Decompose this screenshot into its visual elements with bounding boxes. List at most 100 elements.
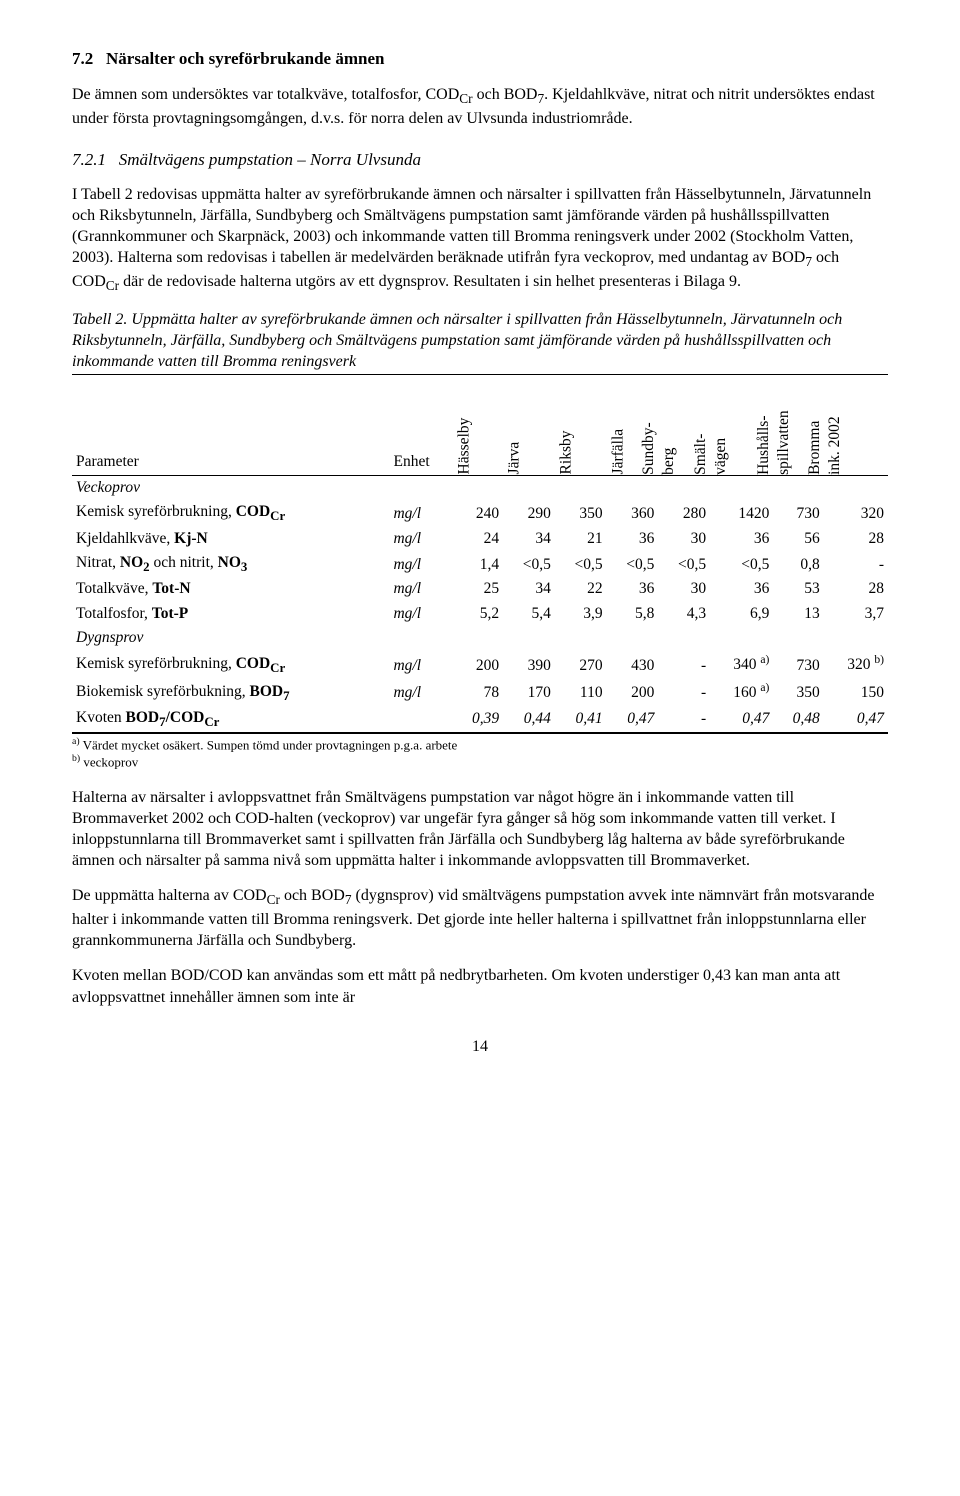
col-parameter: Parameter: [72, 374, 389, 475]
section-title: Närsalter och syreförbrukande ämnen: [106, 49, 384, 68]
col-unit: Enhet: [389, 374, 452, 475]
table-group-label: Dygnsprov: [72, 626, 888, 650]
table-cell-value: 30: [658, 577, 710, 601]
table-cell-value: 0,44: [503, 706, 555, 733]
table-cell-value: 36: [710, 577, 773, 601]
table-cell-value: 240: [453, 500, 503, 526]
table-cell-value: 0,39: [453, 706, 503, 733]
table-cell-value: 0,48: [773, 706, 823, 733]
table-cell-value: 1420: [710, 500, 773, 526]
table-cell-value: 170: [503, 678, 555, 706]
table-cell-value: 13: [773, 602, 823, 626]
table-cell-unit: mg/l: [389, 602, 452, 626]
table-cell-unit: mg/l: [389, 678, 452, 706]
table-cell-value: 280: [658, 500, 710, 526]
table-cell-value: 53: [773, 577, 823, 601]
table-cell-value: 350: [773, 678, 823, 706]
table-cell-value: 0,47: [824, 706, 888, 733]
table-cell-value: 0,8: [773, 551, 823, 577]
table-cell-value: <0,5: [710, 551, 773, 577]
table-cell-parameter: Totalfosfor, Tot-P: [72, 602, 389, 626]
table-cell-value: 78: [453, 678, 503, 706]
table-cell-parameter: Kemisk syreförbrukning, CODCr: [72, 500, 389, 526]
table-cell-value: 150: [824, 678, 888, 706]
table-cell-value: 270: [555, 650, 607, 678]
table-cell-value: 5,2: [453, 602, 503, 626]
page: 7.2 Närsalter och syreförbrukande ämnen …: [0, 0, 960, 1097]
table-cell-value: <0,5: [555, 551, 607, 577]
table-cell-value: 21: [555, 527, 607, 551]
table-cell-parameter: Nitrat, NO2 och nitrit, NO3: [72, 551, 389, 577]
table-cell-value: 36: [710, 527, 773, 551]
table-cell-unit: mg/l: [389, 527, 452, 551]
table-header-row: Parameter Enhet Hässelby Järva Riksby Jä…: [72, 374, 888, 475]
table-cell-value: <0,5: [607, 551, 659, 577]
table-cell-value: 290: [503, 500, 555, 526]
table-cell-parameter: Kemisk syreförbrukning, CODCr: [72, 650, 389, 678]
section-number: 7.2: [72, 49, 93, 68]
table-cell-value: 360: [607, 500, 659, 526]
table-group-label: Veckoprov: [72, 475, 888, 500]
table-cell-value: 0,47: [607, 706, 659, 733]
table-cell-parameter: Biokemisk syreförbukning, BOD7: [72, 678, 389, 706]
table-cell-value: -: [824, 551, 888, 577]
table-cell-unit: mg/l: [389, 650, 452, 678]
table-cell-value: 25: [453, 577, 503, 601]
page-number: 14: [72, 1036, 888, 1057]
table-cell-value: 28: [824, 527, 888, 551]
table-cell-value: 28: [824, 577, 888, 601]
footnote-b: b) veckoprov: [72, 753, 888, 771]
table-cell-unit: [389, 706, 452, 733]
table-cell-value: 390: [503, 650, 555, 678]
table-cell-value: 0,41: [555, 706, 607, 733]
table-cell-value: 340 a): [710, 650, 773, 678]
table-cell-value: 320 b): [824, 650, 888, 678]
footnote-a: a) Värdet mycket osäkert. Sumpen tömd un…: [72, 736, 888, 754]
table-cell-value: 36: [607, 527, 659, 551]
table-cell-value: 5,8: [607, 602, 659, 626]
table-cell-value: 200: [453, 650, 503, 678]
table-cell-value: 110: [555, 678, 607, 706]
table-cell-value: 34: [503, 577, 555, 601]
table-cell-value: 350: [555, 500, 607, 526]
table-cell-value: 0,47: [710, 706, 773, 733]
body-paragraph-2: Halterna av närsalter i avloppsvattnet f…: [72, 787, 888, 871]
table-cell-value: <0,5: [658, 551, 710, 577]
table-cell-value: 3,9: [555, 602, 607, 626]
table-cell-value: 3,7: [824, 602, 888, 626]
table-cell-value: 24: [453, 527, 503, 551]
table-cell-value: 430: [607, 650, 659, 678]
table-cell-value: -: [658, 650, 710, 678]
body-paragraph-1: I Tabell 2 redovisas uppmätta halter av …: [72, 184, 888, 295]
table-cell-value: 320: [824, 500, 888, 526]
table-cell-value: 730: [773, 650, 823, 678]
table-cell-value: 5,4: [503, 602, 555, 626]
table-cell-parameter: Kvoten BOD7/CODCr: [72, 706, 389, 733]
table-cell-value: 22: [555, 577, 607, 601]
subsection-heading: 7.2.1 Smältvägens pumpstation – Norra Ul…: [72, 149, 888, 171]
table-cell-value: <0,5: [503, 551, 555, 577]
table-cell-parameter: Totalkväve, Tot-N: [72, 577, 389, 601]
table-cell-value: 34: [503, 527, 555, 551]
table-cell-value: 730: [773, 500, 823, 526]
intro-paragraph: De ämnen som undersöktes var totalkväve,…: [72, 84, 888, 129]
subsection-title: Smältvägens pumpstation – Norra Ulvsunda: [119, 150, 421, 169]
table-cell-value: -: [658, 706, 710, 733]
col-bromma: Brommaink. 2002: [824, 374, 888, 475]
subsection-number: 7.2.1: [72, 150, 106, 169]
table-cell-unit: mg/l: [389, 551, 452, 577]
table-footnotes: a) Värdet mycket osäkert. Sumpen tömd un…: [72, 733, 888, 771]
table-caption: Tabell 2. Uppmätta halter av syreförbruk…: [72, 309, 888, 372]
body-paragraph-3: De uppmätta halterna av CODCr och BOD7 (…: [72, 885, 888, 951]
table-cell-value: 4,3: [658, 602, 710, 626]
table-cell-parameter: Kjeldahlkväve, Kj-N: [72, 527, 389, 551]
table-cell-value: 200: [607, 678, 659, 706]
col-hasselby: Hässelby: [453, 374, 503, 475]
table-cell-value: -: [658, 678, 710, 706]
table-cell-value: 1,4: [453, 551, 503, 577]
table-cell-value: 160 a): [710, 678, 773, 706]
table-cell-unit: mg/l: [389, 500, 452, 526]
body-paragraph-4: Kvoten mellan BOD/COD kan användas som e…: [72, 965, 888, 1007]
table-cell-unit: mg/l: [389, 577, 452, 601]
table-cell-value: 36: [607, 577, 659, 601]
